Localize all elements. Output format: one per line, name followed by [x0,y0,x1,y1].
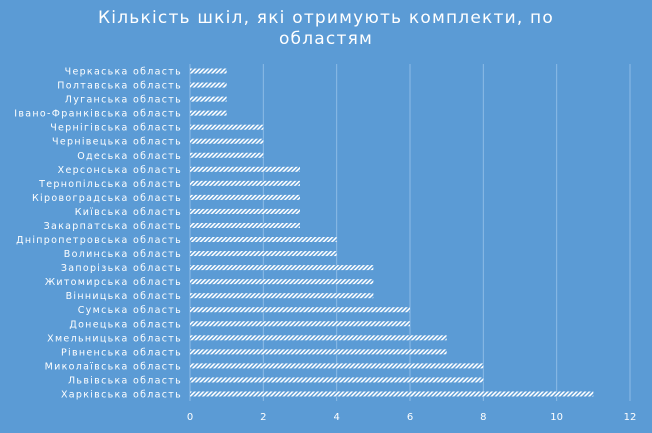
bars [190,68,594,397]
x-tick-label: 6 [407,412,413,423]
x-tick-label: 8 [480,412,486,423]
bar [190,307,410,313]
category-label: Закарпатська область [44,221,182,232]
bar [190,194,300,200]
x-axis-tick-labels: 0 2 4 6 8 10 12 [187,412,637,423]
category-label: Чернівецька область [52,137,182,148]
category-label: Миколаївська область [45,361,182,372]
category-label: Полтавська область [57,81,182,92]
bar [190,208,300,214]
category-label: Житомирська область [45,277,182,288]
bar [190,363,484,369]
bar [190,293,374,299]
bar [190,349,447,355]
bar [190,251,337,257]
category-label: Черкаська область [65,67,182,78]
category-label: Рівненська область [61,347,182,358]
category-label: Харківська область [61,389,182,400]
bar [190,321,410,327]
category-label: Запорізька область [61,263,182,274]
bar [190,237,337,243]
x-tick-label: 10 [550,412,563,423]
x-tick-label: 12 [624,412,637,423]
chart-title-line-2: областям [278,29,374,49]
bar [190,377,484,383]
bar [190,152,264,158]
bar [190,124,264,130]
category-label: Одеська область [77,151,182,162]
bar [190,138,264,144]
bar [190,96,227,102]
category-label: Волинська область [64,249,182,260]
bar [190,279,374,285]
x-tick-label: 0 [187,412,193,423]
category-label: Івано-Франківська область [14,109,182,120]
category-label: Вінницька область [66,291,182,302]
gridlines [189,64,631,401]
bar [190,265,374,271]
bar [190,82,227,88]
chart-title-line-1: Кількість шкіл, які отримують комплекти,… [98,8,554,28]
category-label: Луганська область [65,95,182,106]
bar [190,335,447,341]
category-label: Донецька область [69,319,182,330]
bar [190,68,227,74]
bar [190,222,300,228]
category-label: Тернопільська область [38,179,182,190]
x-tick-label: 4 [333,412,339,423]
category-label: Сумська область [78,305,182,316]
category-label: Дніпропетровська область [16,235,182,246]
category-labels: Черкаська область Полтавська область Луган… [14,67,182,401]
category-label: Хмельницька область [47,333,182,344]
bar [190,110,227,116]
category-label: Київська область [75,207,182,218]
category-label: Кіровоградська область [32,193,182,204]
category-label: Чернігівська область [50,123,182,134]
bar [190,391,594,397]
x-tick-label: 2 [260,412,266,423]
chart-title: Кількість шкіл, які отримують комплекти,… [0,8,652,50]
category-label: Херсонська область [58,165,182,176]
bar [190,166,300,172]
bar [190,180,300,186]
category-label: Львівська область [68,375,182,386]
